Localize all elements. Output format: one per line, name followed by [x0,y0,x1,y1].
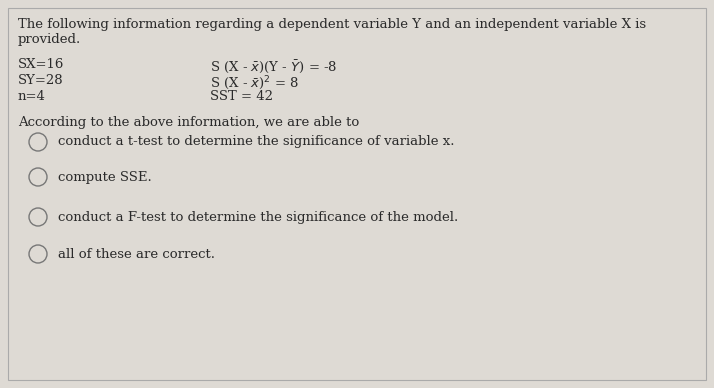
Text: conduct a F-test to determine the significance of the model.: conduct a F-test to determine the signif… [58,211,458,223]
Text: The following information regarding a dependent variable Y and an independent va: The following information regarding a de… [18,18,646,31]
Text: S (X - $\bar{x}$)(Y - $\bar{Y}$) = -8: S (X - $\bar{x}$)(Y - $\bar{Y}$) = -8 [210,58,338,75]
Text: compute SSE.: compute SSE. [58,170,152,184]
Text: conduct a t-test to determine the significance of variable x.: conduct a t-test to determine the signif… [58,135,455,149]
Text: SY=28: SY=28 [18,74,64,87]
Text: all of these are correct.: all of these are correct. [58,248,215,260]
Circle shape [29,245,47,263]
Text: SX=16: SX=16 [18,58,64,71]
Circle shape [29,168,47,186]
Circle shape [29,208,47,226]
Circle shape [29,133,47,151]
Text: S (X - $\bar{x}$)$^2$ = 8: S (X - $\bar{x}$)$^2$ = 8 [210,74,299,92]
Text: SST = 42: SST = 42 [210,90,273,103]
Text: provided.: provided. [18,33,81,46]
Text: n=4: n=4 [18,90,46,103]
Text: According to the above information, we are able to: According to the above information, we a… [18,116,359,129]
